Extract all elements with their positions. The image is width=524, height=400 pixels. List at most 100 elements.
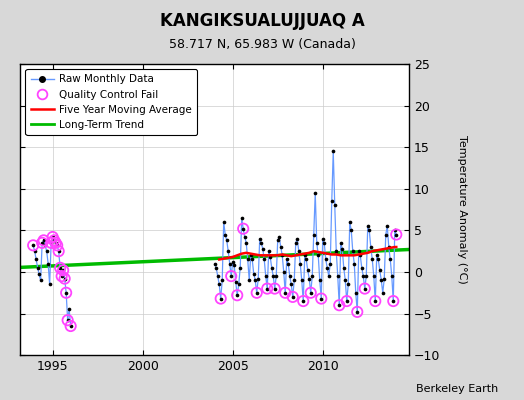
Point (279, 269, 288, 275)
Point (56, 264, 64, 271)
Point (326, 260, 334, 267)
Point (385, 244, 393, 250)
Point (38, 240, 46, 246)
Point (227, 273, 235, 279)
Point (310, 231, 318, 238)
Point (328, 198, 336, 204)
Point (331, 202, 339, 209)
Point (58, 273, 66, 279)
Point (46, 281, 54, 288)
Point (265, 248, 273, 254)
Point (340, 264, 348, 271)
Point (378, 290, 387, 296)
Point (376, 267, 384, 274)
Point (32, 256, 40, 263)
Point (281, 290, 289, 296)
Point (311, 190, 320, 196)
Point (281, 290, 289, 296)
Point (390, 227, 399, 234)
Point (35, 271, 43, 278)
Point (383, 223, 391, 230)
Point (50, 237, 58, 244)
Point (53, 242, 61, 248)
Point (368, 256, 376, 263)
Point (355, 248, 363, 254)
Point (251, 277, 259, 284)
Point (312, 240, 321, 246)
Point (284, 260, 292, 267)
Point (350, 260, 358, 267)
Point (44, 260, 52, 267)
Point (286, 273, 294, 279)
Point (67, 323, 75, 329)
Point (50, 237, 58, 244)
Point (392, 231, 400, 238)
Point (345, 219, 354, 225)
Point (225, 260, 234, 267)
Point (65, 306, 73, 312)
Point (245, 277, 254, 284)
Point (278, 252, 287, 258)
Point (63, 317, 72, 324)
Point (294, 248, 303, 254)
Point (308, 273, 316, 279)
Point (317, 295, 325, 302)
Point (30, 248, 39, 254)
Point (253, 290, 261, 296)
Point (336, 240, 345, 246)
Point (320, 240, 329, 246)
Point (34, 264, 42, 271)
Point (374, 256, 383, 263)
Point (380, 276, 388, 282)
Point (335, 302, 343, 308)
Point (223, 237, 231, 244)
Point (343, 298, 351, 304)
Point (314, 252, 322, 258)
Point (371, 298, 379, 304)
Point (377, 277, 386, 284)
Text: KANGIKSUALUJJUAQ A: KANGIKSUALUJJUAQ A (160, 12, 364, 30)
Point (338, 246, 346, 252)
Point (47, 240, 56, 246)
Point (56, 264, 64, 271)
Point (263, 285, 271, 292)
Point (301, 252, 309, 258)
Point (362, 273, 370, 279)
Point (277, 244, 285, 250)
Point (299, 298, 308, 304)
Point (357, 264, 366, 271)
Point (347, 227, 355, 234)
Point (353, 309, 362, 315)
Point (215, 281, 223, 288)
Point (244, 256, 252, 263)
Point (303, 267, 312, 274)
Point (334, 273, 342, 279)
Point (249, 270, 258, 277)
Point (341, 277, 350, 284)
Point (54, 248, 63, 254)
Point (356, 252, 365, 258)
Point (48, 234, 57, 240)
Text: Berkeley Earth: Berkeley Earth (416, 384, 498, 394)
Point (51, 240, 60, 246)
Point (291, 240, 300, 246)
Point (39, 237, 48, 244)
Point (335, 302, 343, 308)
Point (322, 256, 330, 263)
Point (258, 246, 267, 252)
Point (218, 277, 226, 284)
Point (389, 298, 398, 304)
Point (392, 231, 400, 238)
Legend: Raw Monthly Data, Quality Control Fail, Five Year Moving Average, Long-Term Tren: Raw Monthly Data, Quality Control Fail, … (26, 69, 196, 135)
Point (361, 285, 369, 292)
Point (230, 262, 238, 268)
Point (254, 276, 263, 282)
Point (287, 281, 296, 288)
Point (233, 292, 242, 298)
Point (266, 254, 275, 260)
Point (63, 317, 72, 324)
Point (60, 276, 69, 282)
Point (371, 298, 379, 304)
Point (41, 242, 49, 248)
Point (62, 290, 70, 296)
